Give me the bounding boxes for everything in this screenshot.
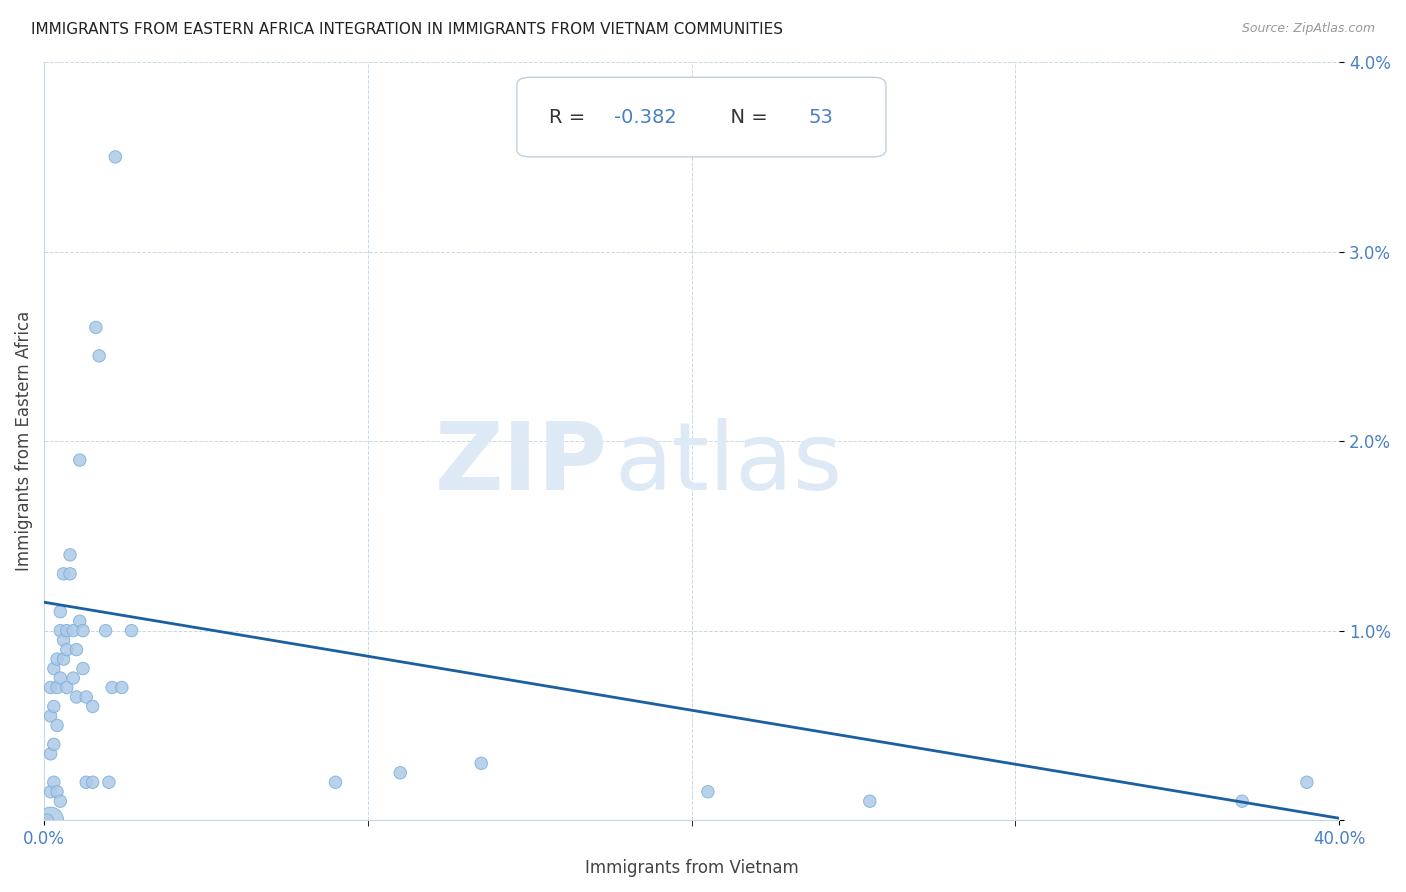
Point [46,652,69,666]
Point [470,756,492,771]
Point [42,699,65,714]
Text: ZIP: ZIP [434,417,607,510]
Point [49,605,72,619]
Point [46,681,69,695]
Point [39,709,62,723]
Point [104,150,127,164]
Point [52,566,75,581]
Point [55,642,77,657]
Point [75,775,97,789]
Y-axis label: Immigrants from Eastern Africa: Immigrants from Eastern Africa [15,311,32,571]
Text: Source: ZipAtlas.com: Source: ZipAtlas.com [1241,22,1375,36]
Point [696,785,718,799]
Point [39,813,62,827]
Point [72,624,94,638]
Point [84,320,107,334]
Point [55,681,77,695]
Text: atlas: atlas [614,417,842,510]
Point [389,765,412,780]
X-axis label: Immigrants from Vietnam: Immigrants from Vietnam [585,859,799,877]
Point [39,681,62,695]
Point [59,566,82,581]
Point [49,624,72,638]
Point [101,681,124,695]
Point [325,775,347,789]
Point [72,662,94,676]
Point [37,813,59,827]
Point [94,624,117,638]
Point [65,642,87,657]
Point [39,747,62,761]
Point [82,699,104,714]
Point [62,624,84,638]
Point [52,633,75,648]
Point [46,785,69,799]
Point [1230,794,1253,808]
Point [859,794,882,808]
FancyBboxPatch shape [517,78,886,157]
Point [69,614,91,628]
Point [1296,775,1319,789]
Text: 53: 53 [808,108,834,127]
Text: IMMIGRANTS FROM EASTERN AFRICA INTEGRATION IN IMMIGRANTS FROM VIETNAM COMMUNITIE: IMMIGRANTS FROM EASTERN AFRICA INTEGRATI… [31,22,783,37]
Point [82,775,104,789]
Point [49,671,72,685]
Text: N =: N = [717,108,773,127]
Text: -0.382: -0.382 [614,108,676,127]
Point [42,662,65,676]
Point [111,681,134,695]
Text: R =: R = [550,108,592,127]
Point [89,349,111,363]
Point [62,671,84,685]
Point [52,652,75,666]
Point [75,690,97,704]
Point [55,624,77,638]
Point [65,690,87,704]
Point [42,737,65,751]
Point [97,775,120,789]
Point [42,775,65,789]
Point [121,624,143,638]
Point [39,785,62,799]
Point [59,548,82,562]
Point [69,453,91,467]
Point [46,718,69,732]
Point [49,794,72,808]
